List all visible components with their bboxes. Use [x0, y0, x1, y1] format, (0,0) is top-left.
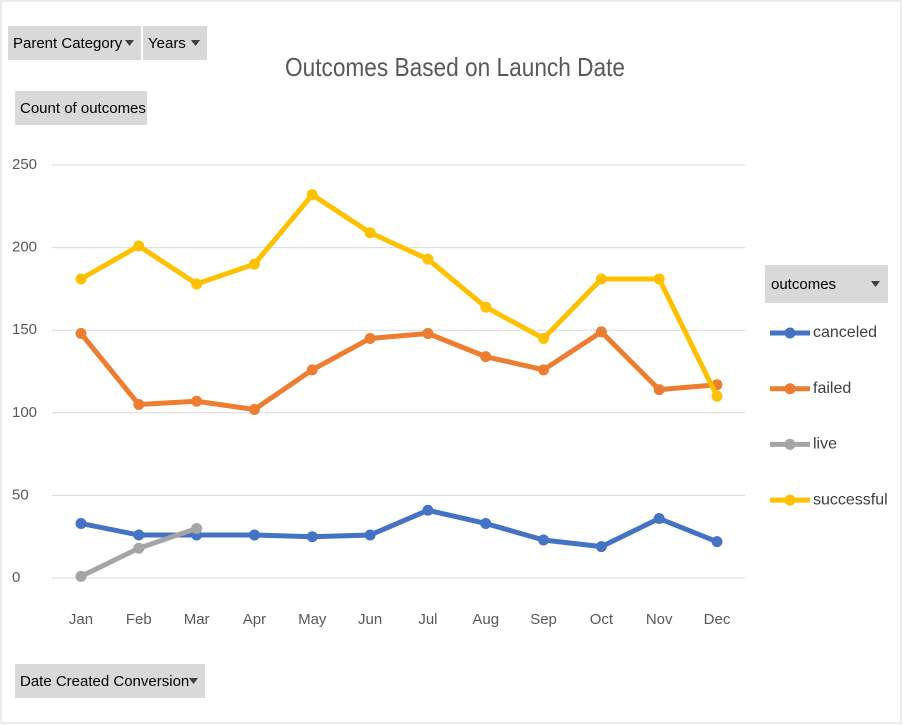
legend-field-button[interactable]: outcomes [765, 265, 888, 303]
chart-title: Outcomes Based on Launch Date [285, 52, 625, 82]
filter-button[interactable]: Years [143, 26, 207, 60]
dropdown-arrow[interactable] [125, 40, 134, 46]
legend-marker [784, 494, 796, 506]
button-label[interactable]: Parent Category [13, 35, 123, 52]
data-point [248, 403, 260, 415]
data-point [191, 522, 203, 534]
button-label[interactable]: outcomes [771, 276, 836, 293]
data-point [306, 364, 318, 376]
y-tick-label: 100 [12, 404, 37, 421]
series-line [79, 329, 718, 412]
x-tick-label: Jan [69, 611, 93, 628]
data-point [133, 240, 145, 252]
x-tick-label: Aug [472, 611, 499, 628]
data-point [364, 227, 376, 239]
data-point [248, 258, 260, 270]
data-point [191, 395, 203, 407]
data-point [480, 351, 492, 363]
x-tick-label: Mar [184, 611, 210, 628]
grid: 0 50 100 150 200 250 Jan Feb Mar Apr May Jun Jul Aug S… [12, 156, 745, 628]
axis-field-button[interactable]: Date Created Conversion [15, 664, 205, 698]
value-field-button[interactable]: Count of outcomes [15, 91, 147, 125]
legend-label: canceled [813, 324, 877, 341]
legend-label: live [813, 436, 837, 453]
y-tick-label: 0 [12, 569, 20, 586]
data-point [306, 531, 318, 543]
button-bg[interactable] [15, 91, 147, 125]
x-tick-label: May [298, 611, 327, 628]
data-point [75, 570, 87, 582]
y-tick-label: 200 [12, 239, 37, 256]
data-point [75, 328, 87, 340]
x-tick-label: Nov [646, 611, 673, 628]
y-tick-label: 250 [12, 156, 37, 173]
x-tick-label: Apr [243, 611, 266, 628]
button-label[interactable]: Years [148, 35, 186, 52]
data-point [364, 529, 376, 541]
dropdown-arrow[interactable] [191, 40, 200, 46]
data-point [75, 517, 87, 529]
data-point [538, 332, 550, 344]
filter-button[interactable]: Parent Category [8, 26, 141, 60]
y-tick-label: 50 [12, 486, 29, 503]
button-bg[interactable] [8, 26, 141, 60]
data-point [248, 529, 260, 541]
data-point [480, 517, 492, 529]
data-point [538, 364, 550, 376]
data-point [133, 542, 145, 554]
data-point [306, 189, 318, 201]
x-tick-label: Dec [704, 611, 731, 628]
data-point [653, 384, 665, 396]
data-point [364, 332, 376, 344]
legend-label: failed [813, 380, 851, 397]
plot [75, 189, 723, 582]
legend-marker [784, 327, 796, 339]
data-point [75, 273, 87, 285]
button-label[interactable]: Date Created Conversion [20, 673, 189, 690]
dropdown-arrow[interactable] [189, 678, 198, 684]
x-tick-label: Jul [418, 611, 437, 628]
data-point [711, 390, 723, 402]
data-point [422, 328, 434, 340]
data-point [538, 534, 550, 546]
data-point [133, 529, 145, 541]
data-point [595, 541, 607, 553]
data-point [422, 253, 434, 265]
dropdown-arrow[interactable] [871, 281, 880, 287]
data-point [422, 504, 434, 516]
legend: outcomes canceled failed live successful [765, 265, 888, 508]
legend-label: successful [813, 491, 888, 508]
x-tick-label: Oct [590, 611, 614, 628]
data-point [653, 273, 665, 285]
button-label[interactable]: Count of outcomes [20, 100, 146, 117]
data-point [191, 278, 203, 290]
data-point [711, 536, 723, 548]
y-tick-label: 150 [12, 321, 37, 338]
series-line [79, 192, 720, 398]
button-bg[interactable] [15, 664, 205, 698]
x-tick-label: Sep [530, 611, 557, 628]
data-point [480, 301, 492, 313]
pivot-buttons: Parent Category Years Count of outcomes Dat… [8, 26, 207, 698]
button-bg[interactable] [765, 265, 888, 303]
x-tick-label: Feb [126, 611, 152, 628]
legend-marker [784, 438, 796, 450]
data-point [653, 513, 665, 525]
data-point [133, 399, 145, 411]
legend-marker [784, 383, 796, 395]
series-line [80, 507, 718, 550]
x-tick-label: Jun [358, 611, 382, 628]
data-point [595, 326, 607, 338]
data-point [595, 273, 607, 285]
